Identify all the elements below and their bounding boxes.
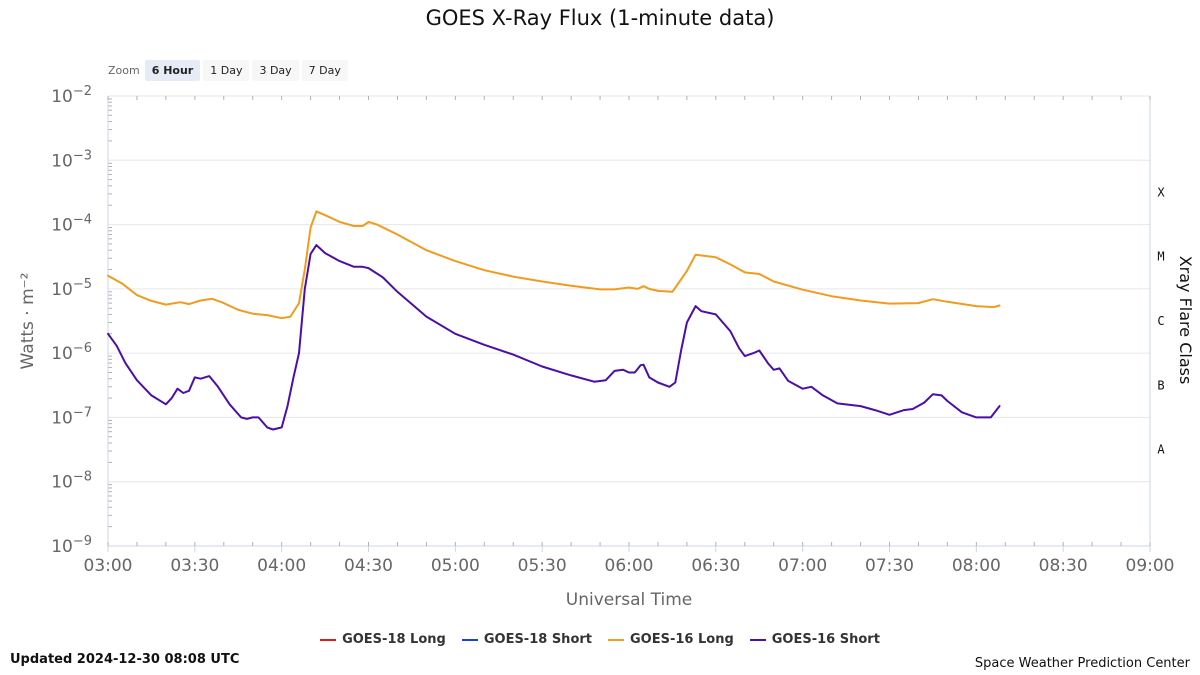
- y-tick-label: 10−7: [51, 405, 92, 428]
- zoom-7-day-button[interactable]: 7 Day: [301, 59, 348, 81]
- y-tick-label: 10−6: [51, 341, 92, 364]
- axis-labels: 10−2 10−3 10−4 10−5 10−6 10−7 10−8 10−903:00 03:…: [18, 84, 1195, 610]
- legend-swatch-goes16-short: [749, 638, 766, 641]
- legend-label-goes18-long: GOES-18 Long: [342, 632, 446, 647]
- credit-text: Space Weather Prediction Center: [974, 656, 1190, 671]
- flare-class-label: A: [1157, 443, 1165, 457]
- y-tick-label: 10−2: [51, 84, 92, 107]
- x-tick-label: 07:00: [778, 556, 827, 576]
- y-tick-label: 10−4: [51, 213, 92, 236]
- y2-axis-title: Xray Flare Class: [1176, 256, 1195, 385]
- legend-item-goes18-long[interactable]: GOES-18 Long: [320, 632, 446, 647]
- chart-title: GOES X-Ray Flux (1-minute data): [425, 6, 775, 30]
- y-tick-label: 10−5: [51, 277, 92, 300]
- series-line-goes-16-long: [107, 210, 1001, 320]
- legend-swatch-goes16-long: [608, 638, 624, 641]
- grid: [108, 95, 1150, 547]
- zoom-label: Zoom: [108, 63, 140, 77]
- y-tick-label: 10−9: [51, 534, 92, 557]
- x-tick-label: 09:00: [1126, 556, 1175, 576]
- flare-class-label: M: [1157, 250, 1164, 264]
- legend-swatch-goes18-long: [320, 638, 337, 641]
- flare-class-label: C: [1157, 314, 1164, 328]
- x-tick-label: 04:30: [344, 556, 393, 576]
- flare-class-label: B: [1157, 378, 1164, 392]
- legend-item-goes16-short[interactable]: GOES-16 Short: [749, 632, 880, 647]
- x-tick-label: 04:00: [257, 556, 306, 576]
- updated-timestamp: Updated 2024-12-30 08:08 UTC: [10, 652, 240, 667]
- zoom-3-day-button[interactable]: 3 Day: [252, 59, 299, 81]
- legend-label-goes16-short: GOES-16 Short: [771, 632, 880, 647]
- x-tick-label: 06:30: [691, 556, 740, 576]
- axes: [107, 96, 1151, 552]
- x-tick-label: 07:30: [865, 556, 914, 576]
- zoom-6-hour-button[interactable]: 6 Hour: [144, 59, 201, 81]
- series-line-goes-16-short: [107, 244, 1001, 431]
- x-axis-title: Universal Time: [566, 590, 692, 610]
- x-tick-label: 05:30: [518, 556, 567, 576]
- legend-item-goes18-short[interactable]: GOES-18 Short: [461, 632, 592, 647]
- x-tick-label: 08:00: [952, 556, 1001, 576]
- legend-label-goes16-long: GOES-16 Long: [630, 632, 734, 647]
- legend-label-goes18-short: GOES-18 Short: [483, 632, 592, 647]
- x-tick-label: 06:00: [605, 556, 654, 576]
- y-tick-label: 10−3: [51, 148, 92, 171]
- x-tick-label: 03:30: [170, 556, 219, 576]
- legend-item-goes16-long[interactable]: GOES-16 Long: [608, 632, 734, 647]
- series-layer: [107, 210, 1001, 431]
- x-tick-label: 05:00: [431, 556, 480, 576]
- zoom-1-day-button[interactable]: 1 Day: [203, 59, 250, 81]
- x-tick-label: 08:30: [1039, 556, 1088, 576]
- legend-swatch-goes18-short: [461, 638, 478, 641]
- y-axis-title: Watts · m⁻²: [18, 273, 38, 370]
- x-tick-label: 03:00: [84, 556, 133, 576]
- legend: GOES-18 Long GOES-18 Short GOES-16 Long …: [0, 632, 1200, 647]
- y-tick-label: 10−8: [51, 470, 92, 493]
- flare-class-label: X: [1157, 185, 1165, 199]
- zoom-bar: Zoom 6 Hour 1 Day 3 Day 7 Day: [108, 58, 351, 82]
